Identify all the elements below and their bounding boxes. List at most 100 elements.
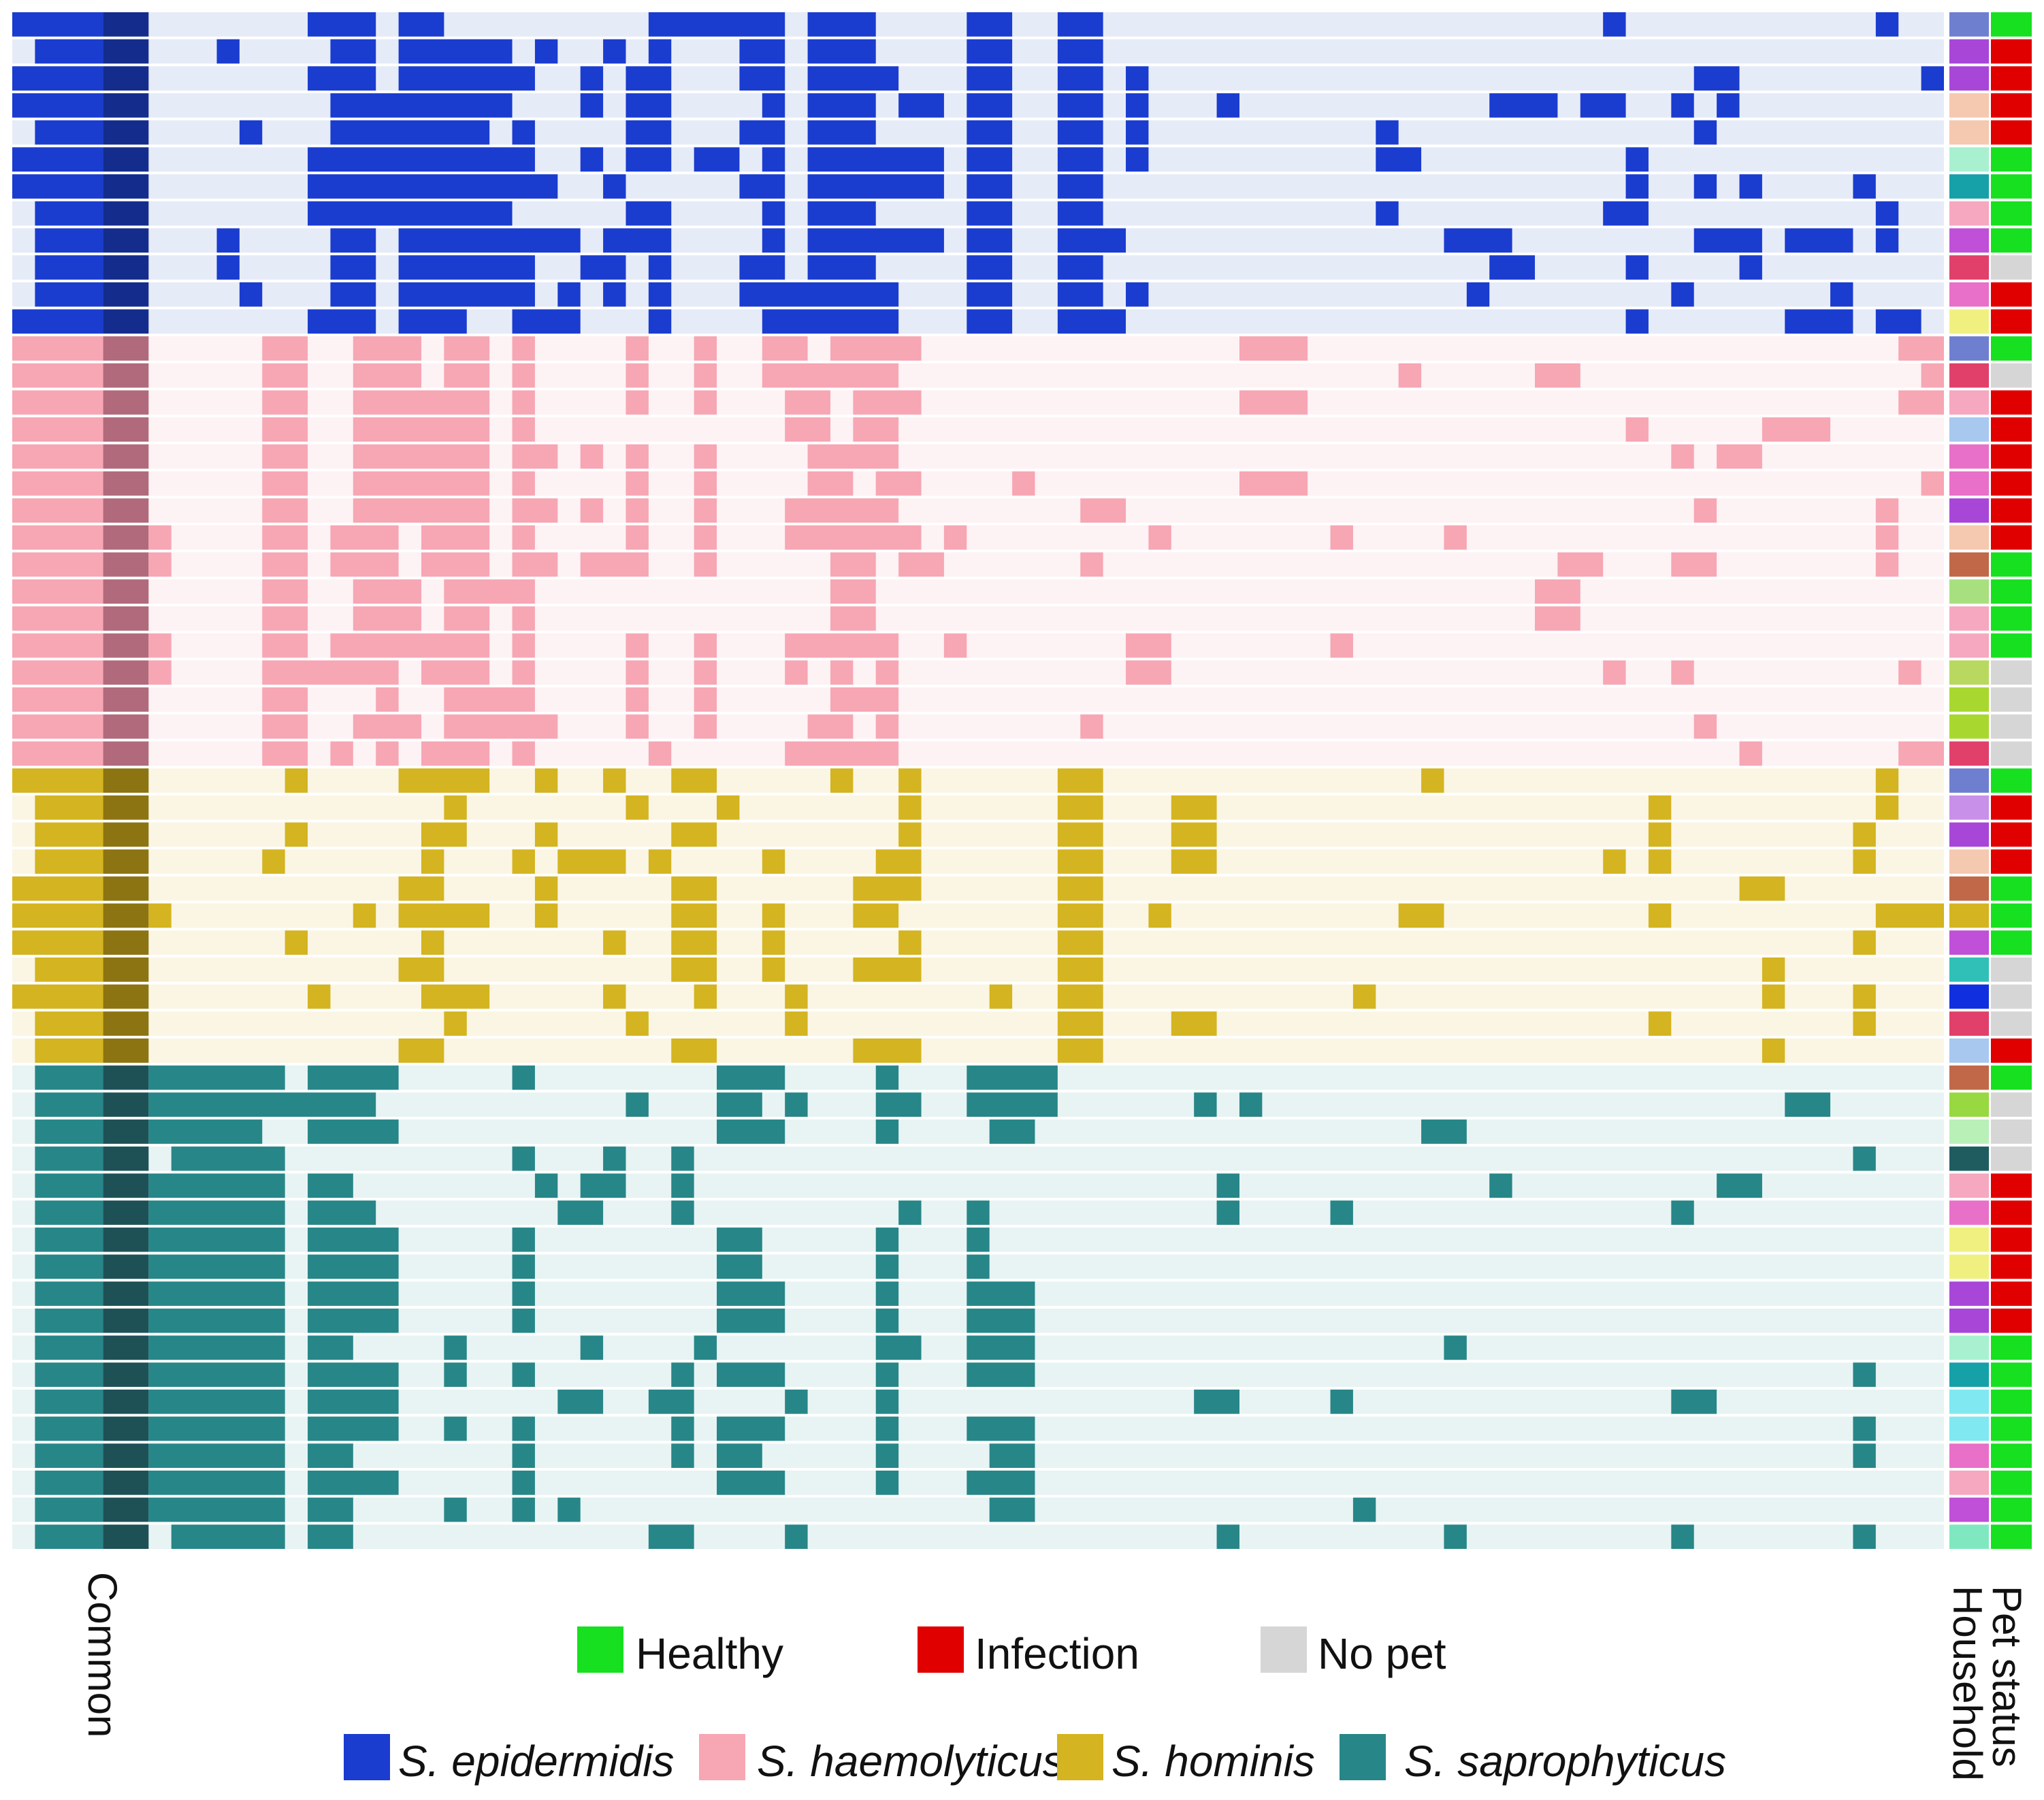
gene-present-cell (35, 201, 103, 226)
gene-present-cell (989, 984, 1013, 1009)
gene-present-cell (1671, 444, 1694, 469)
gene-present-cell (967, 1254, 990, 1279)
gene-present-cell (308, 1308, 399, 1333)
gene-present-cell (1717, 93, 1740, 118)
gene-present-cell (785, 633, 899, 658)
pet-status-cell (1991, 309, 2032, 334)
gene-present-cell (35, 39, 103, 64)
gene-present-cell (694, 714, 717, 739)
gene-present-cell (875, 1470, 899, 1495)
gene-present-cell (1489, 1173, 1512, 1198)
pet-status-cell (1991, 1065, 2032, 1090)
common-gene-cell (103, 930, 149, 955)
gene-present-cell (898, 1200, 922, 1225)
gene-present-cell (1057, 66, 1103, 91)
household-cell (1949, 390, 1989, 415)
gene-present-cell (12, 741, 103, 766)
gene-present-cell (898, 552, 944, 577)
gene-present-cell (35, 228, 103, 253)
pet-status-cell (1991, 228, 2032, 253)
household-cell (1949, 66, 1989, 91)
gene-present-cell (35, 795, 103, 820)
gene-present-cell (512, 1362, 535, 1387)
gene-present-cell (421, 552, 490, 577)
gene-present-cell (807, 444, 899, 469)
gene-present-cell (12, 579, 103, 604)
gene-present-cell (1057, 1038, 1103, 1063)
gene-present-cell (1603, 201, 1649, 226)
pet-status-cell (1991, 282, 2032, 307)
common-gene-cell (103, 768, 149, 793)
gene-present-cell (830, 579, 876, 604)
gene-present-cell (1057, 1011, 1103, 1036)
gene-present-cell (1921, 66, 1944, 91)
gene-present-cell (1671, 1524, 1694, 1550)
gene-present-cell (785, 1092, 808, 1117)
household-cell (1949, 1416, 1989, 1441)
pet-status-cell (1991, 1119, 2032, 1144)
gene-present-cell (1171, 795, 1217, 820)
gene-present-cell (785, 1389, 808, 1414)
gene-present-cell (1853, 1011, 1876, 1036)
pet-status-cell (1991, 255, 2032, 280)
gene-present-cell (262, 741, 308, 766)
household-cell (1949, 849, 1989, 874)
legend-label-hominis: S. hominis (1112, 1737, 1315, 1786)
pet-status-cell (1991, 1416, 2032, 1441)
gene-present-cell (148, 1200, 285, 1225)
common-gene-cell (103, 1524, 149, 1550)
gene-present-cell (1171, 1011, 1217, 1036)
gene-present-cell (807, 66, 899, 91)
gene-present-cell (262, 471, 308, 496)
gene-present-cell (1875, 903, 1944, 928)
gene-present-cell (967, 12, 1013, 37)
gene-present-cell (12, 687, 103, 712)
gene-present-cell (330, 552, 399, 577)
gene-present-cell (1080, 714, 1103, 739)
gene-present-cell (262, 363, 308, 388)
gene-present-cell (626, 444, 649, 469)
gene-present-cell (580, 498, 604, 523)
gene-present-cell (12, 444, 103, 469)
pet-status-cell (1991, 633, 2032, 658)
gene-present-cell (671, 1416, 694, 1441)
gene-present-cell (148, 1335, 285, 1360)
gene-present-cell (308, 1254, 399, 1279)
gene-present-cell (626, 633, 649, 658)
pet-status-cell (1991, 930, 2032, 955)
gene-present-cell (1671, 1389, 1717, 1414)
gene-present-cell (967, 1335, 1035, 1360)
row-background (12, 1038, 1944, 1063)
gene-present-cell (353, 606, 421, 631)
gene-present-cell (694, 336, 717, 361)
gene-present-cell (1739, 876, 1785, 901)
pet-status-cell (1991, 849, 2032, 874)
gene-present-cell (148, 1119, 263, 1144)
gene-present-cell (421, 741, 490, 766)
household-cell (1949, 795, 1989, 820)
gene-present-cell (35, 822, 103, 847)
gene-present-cell (1057, 174, 1103, 199)
gene-present-cell (603, 282, 626, 307)
gene-present-cell (807, 12, 876, 37)
common-gene-cell (103, 1092, 149, 1117)
common-column-label: Common (80, 1572, 125, 1737)
gene-present-cell (35, 957, 103, 982)
gene-present-cell (262, 687, 308, 712)
gene-present-cell (35, 1092, 103, 1117)
gene-present-cell (1194, 1092, 1217, 1117)
gene-present-cell (1625, 147, 1649, 172)
gene-present-cell (512, 552, 558, 577)
gene-present-cell (444, 336, 490, 361)
row-background (12, 1146, 1944, 1171)
common-gene-cell (103, 174, 149, 199)
gene-present-cell (648, 12, 785, 37)
common-gene-cell (103, 363, 149, 388)
gene-present-cell (148, 1416, 285, 1441)
gene-present-cell (694, 687, 717, 712)
gene-present-cell (717, 1308, 785, 1333)
gene-present-cell (603, 930, 626, 955)
gene-present-cell (12, 984, 103, 1009)
household-cell (1949, 525, 1989, 550)
